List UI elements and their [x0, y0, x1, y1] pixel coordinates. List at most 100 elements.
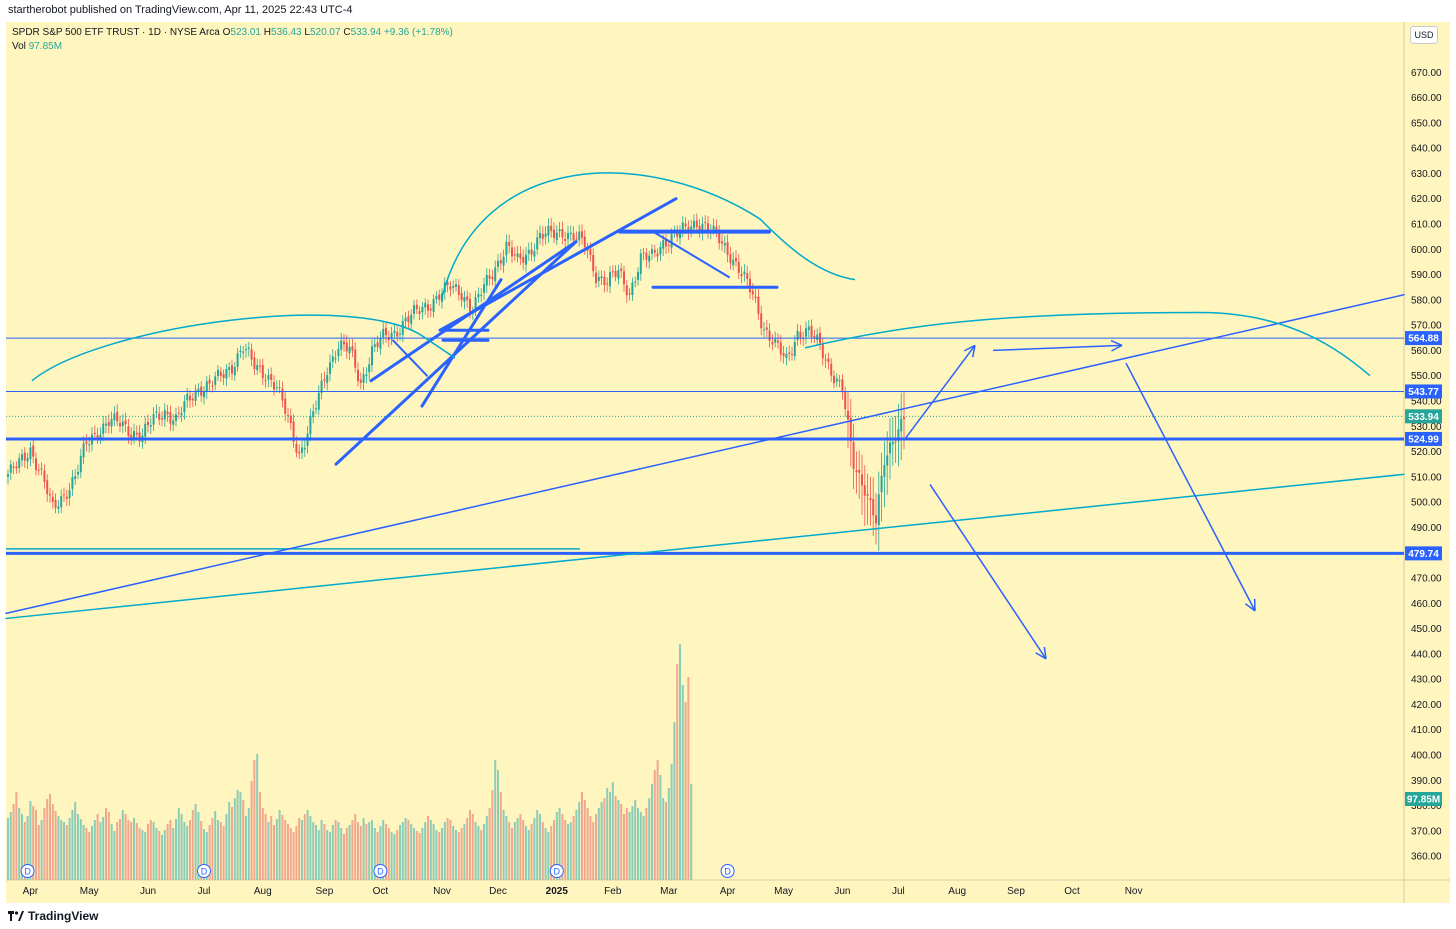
candle-body: [334, 358, 337, 360]
currency-button[interactable]: USD: [1410, 26, 1438, 44]
candle-body: [718, 232, 721, 244]
volume-bar: [298, 818, 301, 880]
volume-bar: [550, 826, 553, 880]
volume-bar: [242, 800, 245, 880]
volume-bar: [93, 820, 96, 880]
open-label: O: [222, 27, 231, 38]
volume-bar: [404, 818, 407, 880]
publisher-line: startherobot published on TradingView.co…: [8, 4, 353, 16]
high-value: 536.43: [271, 27, 302, 38]
arrow-down-target-head[interactable]: [1043, 646, 1047, 659]
volume-bar: [427, 816, 429, 880]
candle-body: [219, 371, 222, 376]
candle-body: [275, 387, 278, 389]
volume-bar: [68, 818, 71, 880]
candle-body: [827, 358, 830, 363]
candle-body: [432, 299, 435, 312]
candle-body: [51, 496, 54, 502]
candle-body: [289, 415, 292, 424]
arrow-right-target[interactable]: [992, 344, 1123, 352]
candle-body: [631, 282, 634, 296]
volume-bar: [583, 800, 586, 880]
candle-body: [656, 253, 659, 257]
y-tick-label: 560.00: [1411, 346, 1442, 357]
cyan-trendline[interactable]: [5, 473, 1405, 620]
volume-bar: [564, 820, 567, 880]
candle-body: [77, 471, 79, 475]
rounded-top-left-curve[interactable]: [31, 314, 456, 382]
candle-body: [323, 379, 326, 381]
volume-bar: [595, 814, 597, 880]
candle-body: [485, 274, 488, 286]
candle-body: [331, 356, 334, 362]
price-tag-box: [1405, 384, 1442, 399]
candle-body: [54, 499, 57, 508]
candle-body: [320, 380, 323, 393]
volume-bar: [362, 818, 365, 880]
volume-bar: [371, 820, 373, 880]
volume-bar: [505, 816, 508, 880]
descending-line[interactable]: [652, 230, 730, 279]
y-tick-label: 440.00: [1411, 649, 1442, 660]
volume-bar: [225, 814, 228, 880]
volume-bar: [499, 792, 502, 880]
volume-bar: [261, 808, 264, 880]
arrow-down-right-head[interactable]: [1244, 603, 1256, 612]
rounded-top-right-curve[interactable]: [804, 311, 1371, 377]
drawings-layer[interactable]: [5, 172, 1405, 660]
candle-body: [589, 249, 592, 255]
volume-bar: [329, 832, 331, 880]
channel-mid-line[interactable]: [420, 278, 503, 408]
volume-bar: [539, 814, 541, 880]
arrow-up-target-head[interactable]: [971, 345, 976, 358]
volume-bar: [354, 814, 357, 880]
candle-body: [259, 365, 261, 367]
flag-line-1[interactable]: [392, 339, 428, 377]
volume-bar: [99, 822, 102, 880]
y-tick-label: 370.00: [1411, 826, 1442, 837]
volume-bar: [194, 804, 197, 880]
arrow-right-target-head[interactable]: [1110, 339, 1123, 347]
arrow-down-target-head[interactable]: [1035, 652, 1047, 660]
volume-bar: [639, 812, 642, 880]
candle-body: [541, 233, 544, 239]
x-tick-label: May: [80, 886, 99, 897]
volume-bar: [289, 828, 292, 880]
channel-upper-line-b[interactable]: [438, 197, 678, 332]
symbol-name[interactable]: SPDR S&P 500 ETF TRUST · 1D · NYSE Arca: [12, 27, 220, 38]
candle-body: [413, 305, 415, 314]
candle-body: [539, 232, 541, 239]
candle-body: [441, 293, 443, 302]
candle-body: [130, 434, 133, 438]
candle-body: [841, 379, 844, 393]
candle-body: [407, 316, 410, 323]
candle-body: [359, 379, 362, 383]
long-trendline[interactable]: [5, 294, 1405, 615]
candle-body: [133, 431, 135, 438]
volume-bar: [119, 819, 121, 880]
candle-body: [821, 343, 824, 359]
y-tick-label: 530.00: [1411, 422, 1442, 433]
arrow-right-target-head[interactable]: [1111, 344, 1123, 352]
volume-bar: [60, 820, 63, 880]
volume-bar: [180, 814, 183, 880]
arrow-down-right[interactable]: [1125, 362, 1256, 612]
candle-body: [701, 223, 704, 234]
volume-tag-label: 97.85M: [1407, 795, 1440, 806]
candle-body: [757, 296, 760, 314]
volume-bar: [270, 816, 273, 880]
volume-bar: [491, 790, 494, 880]
volume-bar: [51, 804, 54, 880]
arrow-up-target[interactable]: [904, 344, 976, 440]
volume-bar: [359, 826, 362, 880]
candle-body: [903, 417, 905, 420]
candle-body: [107, 421, 110, 426]
arrow-down-target[interactable]: [929, 484, 1047, 660]
candle-body: [555, 232, 558, 240]
rounded-top-main-curve[interactable]: [441, 172, 856, 298]
candle-body: [401, 320, 404, 335]
candle-body: [292, 421, 295, 442]
arrow-up-target-head[interactable]: [964, 344, 976, 352]
candle-body: [205, 381, 208, 392]
